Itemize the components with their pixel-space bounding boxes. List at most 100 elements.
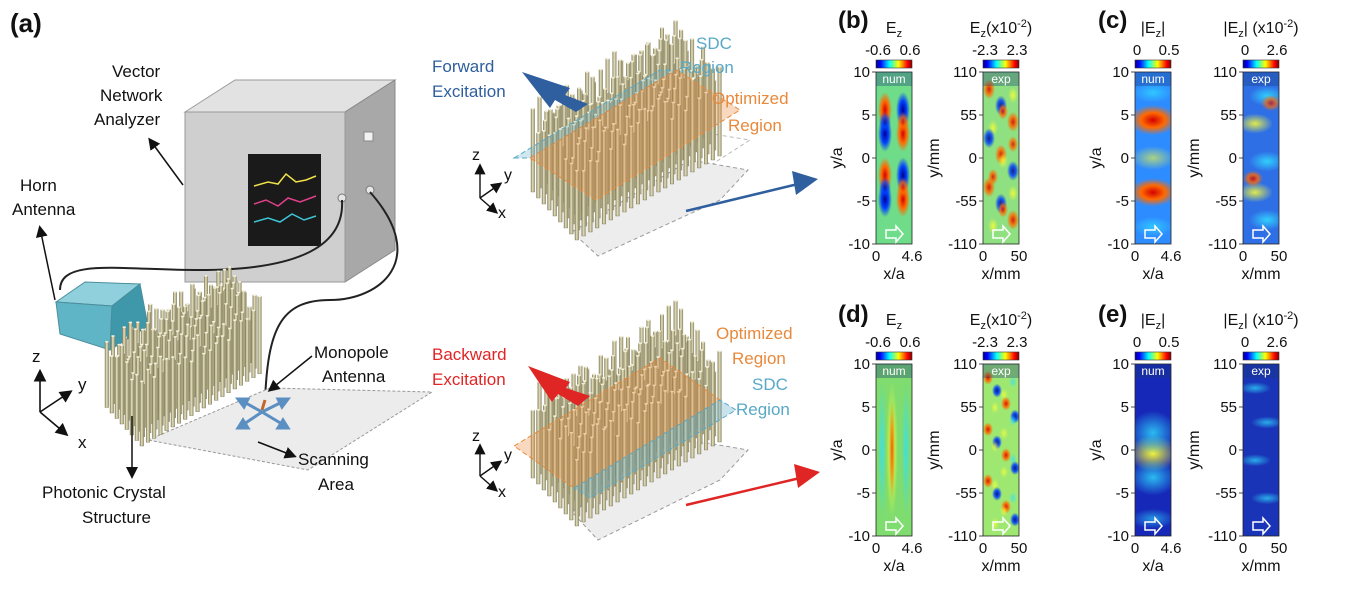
rod-top — [225, 282, 229, 285]
rod-top — [173, 335, 177, 338]
x-tick-label: 0 — [979, 248, 987, 265]
rod-top — [697, 378, 701, 380]
incident-direction-icon — [885, 224, 904, 244]
map-image — [1135, 364, 1171, 536]
rod-top — [667, 88, 671, 91]
field-blob — [992, 486, 1002, 501]
rod-top — [644, 341, 648, 344]
axis-z-backward: z — [472, 428, 480, 445]
rod-top — [211, 320, 216, 323]
map-title-main: E — [970, 20, 981, 37]
field-blob — [1243, 454, 1271, 467]
rod-top — [633, 101, 637, 104]
field-blob — [1000, 466, 1008, 479]
field-blob — [992, 383, 1002, 398]
map-title-unit: (x10 — [986, 20, 1017, 37]
colorbar — [1134, 59, 1172, 69]
x-tick-label: 50 — [1271, 540, 1288, 557]
rod-top — [257, 295, 262, 298]
map-title-main: |E — [1223, 312, 1238, 329]
rod — [251, 310, 256, 378]
rod-top — [531, 107, 535, 110]
y-tick-label: 110 — [953, 356, 977, 373]
rod-top — [622, 143, 627, 146]
map-tag: exp — [991, 364, 1011, 378]
rod-top — [596, 418, 601, 420]
rod-top — [611, 354, 615, 357]
rod-top — [706, 359, 711, 361]
map-title-main: E — [970, 312, 981, 329]
rod-top — [185, 323, 190, 326]
map-title-unit-end: ) — [1027, 312, 1032, 329]
rod-top — [693, 354, 697, 357]
rod-top — [596, 150, 601, 153]
rod-top — [573, 120, 577, 123]
rod-top — [646, 41, 651, 44]
rod-top — [623, 75, 628, 78]
map-title-sub: z — [897, 28, 903, 40]
y-tick-label: -10 — [848, 236, 870, 253]
rod-top — [570, 93, 575, 96]
rod-top — [110, 355, 114, 357]
rod-top — [577, 87, 581, 89]
rod-top — [164, 357, 169, 360]
map-tag-bg — [1135, 72, 1171, 86]
colorbar-min: -2.3 — [972, 334, 998, 351]
map-title-exp: -2 — [1017, 310, 1027, 322]
rod-top — [115, 355, 119, 358]
field-blob — [1001, 448, 1011, 463]
rod — [232, 319, 237, 390]
rod-top — [711, 360, 715, 363]
x-tick-label: 0 — [1131, 248, 1139, 265]
rod-top — [588, 392, 592, 394]
colorbar-max: 2.3 — [1007, 42, 1028, 59]
y-tick-label: 0 — [1229, 442, 1237, 459]
rod-top — [619, 388, 624, 391]
rod-top — [609, 148, 613, 150]
rod-top — [700, 349, 704, 351]
y-tick-label: 0 — [969, 150, 977, 167]
rod-top — [583, 140, 587, 142]
x-tick-label: 0 — [1239, 540, 1247, 557]
map-tag: num — [882, 72, 905, 86]
rod-top — [591, 424, 595, 426]
rod-top — [677, 103, 681, 106]
rod-top — [626, 386, 631, 388]
colorbar-max: 0.6 — [900, 42, 921, 59]
rod-top — [650, 335, 655, 337]
scan-label-1: Scanning — [298, 450, 369, 469]
rod-top — [227, 266, 232, 269]
rod-top — [592, 411, 597, 414]
field-blob — [1135, 105, 1171, 136]
rod-top — [663, 340, 667, 343]
rod-top — [200, 300, 205, 303]
y-tick-label: 0 — [862, 442, 870, 459]
field-blob — [897, 111, 909, 132]
rod-top — [697, 97, 701, 100]
scan-label-2: Area — [318, 475, 354, 494]
pc-label-2: Structure — [82, 508, 151, 527]
map-title-main: E — [886, 312, 897, 329]
rod-top — [162, 334, 166, 337]
rod-top — [627, 104, 632, 107]
y-axis-label: y/a — [1088, 147, 1105, 168]
rod-top — [674, 370, 678, 373]
rod-top — [649, 109, 654, 112]
map-title-unit: | — [1161, 312, 1165, 329]
rod-top — [678, 77, 682, 79]
rod-top — [629, 125, 633, 128]
rod-top — [626, 336, 630, 339]
map-title-sub: z — [1156, 320, 1162, 332]
rod-top — [618, 59, 622, 61]
field-blob — [998, 152, 1008, 169]
rod-top — [693, 66, 697, 68]
vna-label-1: Vector — [112, 62, 161, 81]
y-tick-label: -10 — [1107, 528, 1129, 545]
axis-x-a: x — [78, 433, 87, 452]
rod-top — [672, 87, 677, 90]
rod-top — [680, 347, 685, 350]
rod — [109, 355, 114, 414]
x-tick-label: 0 — [872, 248, 880, 265]
